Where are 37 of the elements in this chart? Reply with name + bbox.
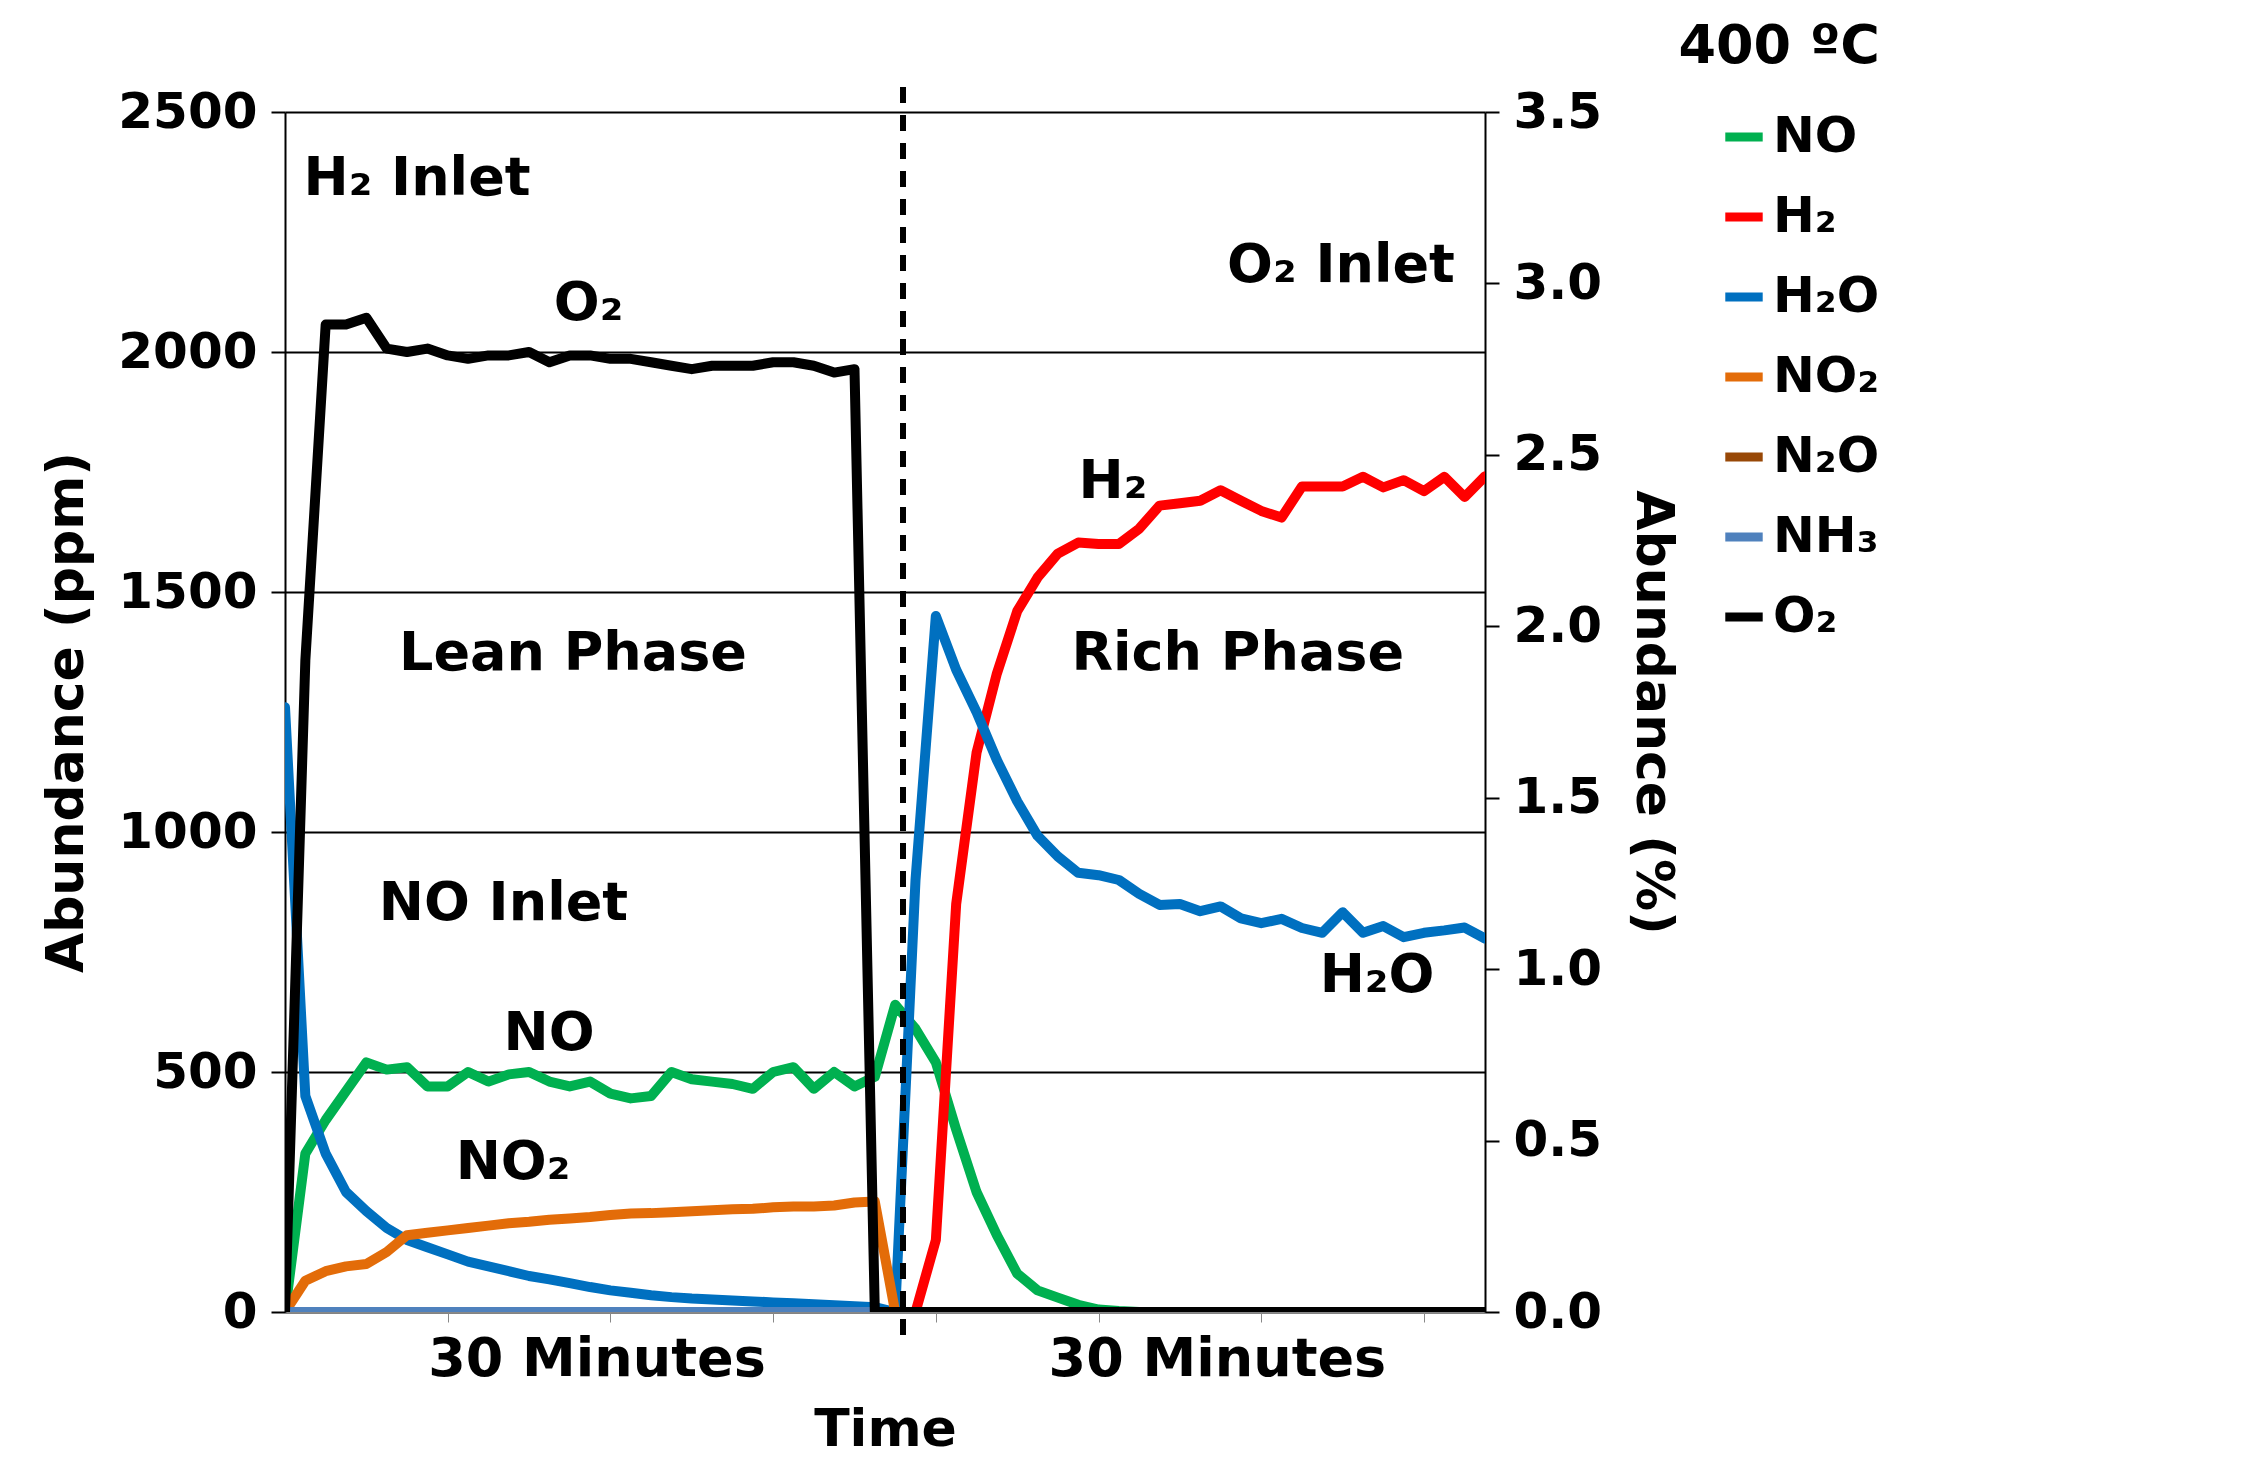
legend-label: H₂ <box>1773 186 1837 244</box>
annotation: O₂ Inlet <box>1227 231 1455 295</box>
legend-label: NO₂ <box>1773 346 1880 404</box>
annotation: H₂ Inlet <box>303 145 531 209</box>
annotation: H₂O <box>1319 942 1435 1005</box>
y2-tick-label: 2.0 <box>1513 595 1603 654</box>
legend-label: NH₃ <box>1773 506 1879 564</box>
y-tick-label: 0 <box>222 1281 258 1340</box>
text: 30 Minutes <box>1048 1326 1387 1389</box>
annotation: NO₂ <box>455 1129 571 1193</box>
y2-tick-label: 3.0 <box>1513 252 1603 311</box>
annotation: O₂ <box>553 270 624 333</box>
y-axis-title: Abundance (ppm) <box>35 451 96 974</box>
annotation: H₂ <box>1078 447 1148 511</box>
legend-label: N₂O <box>1773 426 1880 484</box>
x-axis-title: Time <box>814 1397 957 1458</box>
legend-label: H₂O <box>1773 266 1880 324</box>
y2-axis-title: Abundance (%) <box>1625 490 1686 935</box>
y2-tick-label: 0.5 <box>1513 1110 1603 1169</box>
y-tick-label: 500 <box>153 1041 258 1100</box>
annotation: Rich Phase <box>1071 620 1405 684</box>
y2-tick-label: 1.0 <box>1513 938 1603 997</box>
y2-tick-label: 1.5 <box>1513 767 1603 826</box>
annotation: Lean Phase <box>399 620 747 684</box>
annotation: NO Inlet <box>378 870 629 933</box>
y-tick-label: 2500 <box>118 81 258 140</box>
y-tick-label: 1500 <box>118 561 258 620</box>
legend-label: O₂ <box>1773 586 1838 644</box>
legend-label: NO <box>1773 106 1858 164</box>
y2-tick-label: 2.5 <box>1513 424 1603 483</box>
y-tick-label: 1000 <box>118 801 258 860</box>
annotation: NO <box>503 999 595 1063</box>
y2-tick-label: 0.0 <box>1513 1281 1603 1340</box>
y-tick-label: 2000 <box>118 321 258 380</box>
text: 30 Minutes <box>428 1326 766 1389</box>
text: 400 ºC <box>1678 13 1880 76</box>
y2-tick-label: 3.5 <box>1513 81 1603 140</box>
